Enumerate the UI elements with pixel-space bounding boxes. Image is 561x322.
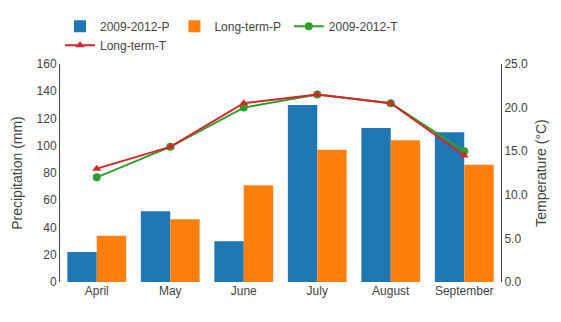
svg-text:April: April (85, 284, 109, 298)
svg-text:Temperature (°C): Temperature (°C) (533, 119, 549, 227)
svg-text:August: August (372, 284, 410, 298)
svg-text:140: 140 (37, 84, 57, 98)
svg-text:Precipitation (mm): Precipitation (mm) (9, 116, 25, 230)
svg-text:2009-2012-P: 2009-2012-P (100, 20, 169, 34)
svg-text:40: 40 (43, 221, 57, 235)
svg-text:5.0: 5.0 (504, 232, 521, 246)
svg-text:September: September (435, 284, 494, 298)
svg-text:100: 100 (37, 139, 57, 153)
svg-text:120: 120 (37, 112, 57, 126)
svg-text:May: May (159, 284, 182, 298)
svg-text:2009-2012-T: 2009-2012-T (329, 20, 398, 34)
svg-text:Long-term-T: Long-term-T (100, 39, 167, 53)
svg-text:60: 60 (43, 193, 57, 207)
svg-text:20: 20 (43, 248, 57, 262)
svg-text:10.0: 10.0 (504, 188, 528, 202)
svg-text:June: June (231, 284, 257, 298)
svg-text:160: 160 (37, 57, 57, 71)
svg-text:July: July (307, 284, 328, 298)
svg-text:80: 80 (43, 166, 57, 180)
svg-text:0: 0 (50, 275, 57, 289)
svg-text:20.0: 20.0 (504, 101, 528, 115)
svg-text:0.0: 0.0 (504, 275, 521, 289)
svg-text:Long-term-P: Long-term-P (214, 20, 281, 34)
svg-text:15.0: 15.0 (504, 144, 528, 158)
svg-text:25.0: 25.0 (504, 57, 528, 71)
